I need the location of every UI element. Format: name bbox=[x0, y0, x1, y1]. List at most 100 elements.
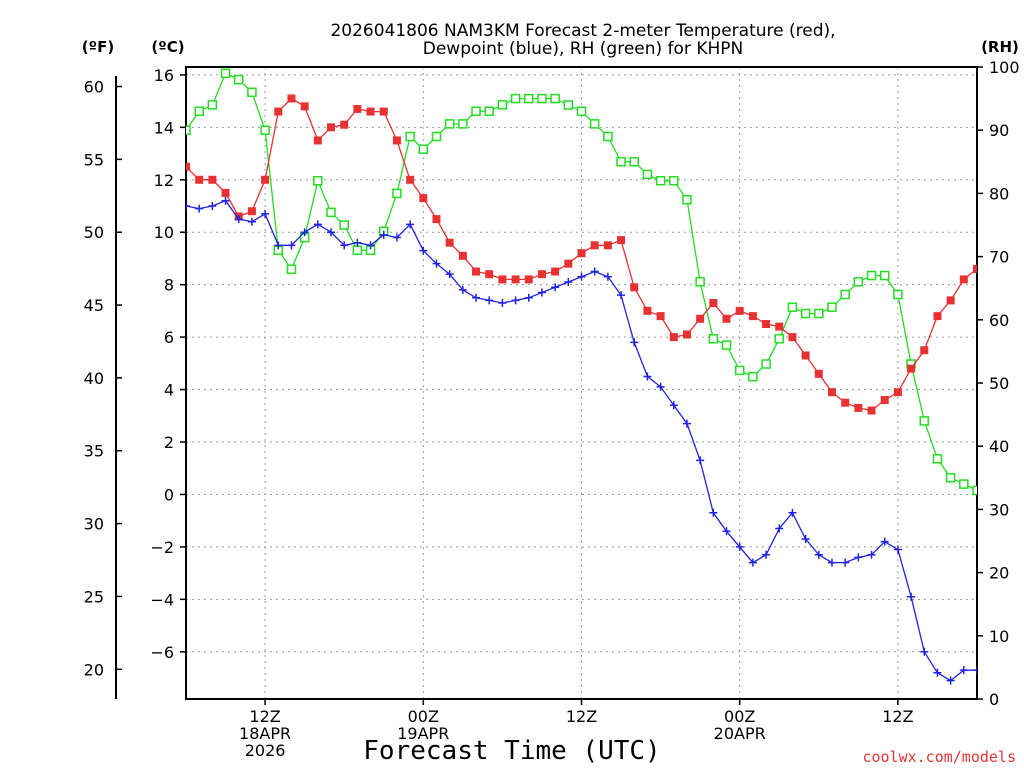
data-point bbox=[339, 220, 349, 230]
data-point bbox=[682, 330, 691, 339]
data-point bbox=[879, 270, 890, 281]
data-point bbox=[708, 334, 719, 344]
data-point bbox=[590, 241, 599, 250]
credit-label: coolwx.com/models bbox=[862, 748, 1016, 766]
data-point bbox=[643, 306, 652, 315]
data-point bbox=[392, 136, 401, 145]
fahrenheit-axis: 20 25 30 35 40 45 50 55 60 bbox=[84, 76, 122, 699]
data-point bbox=[722, 527, 731, 536]
data-point bbox=[775, 524, 784, 533]
data-point bbox=[511, 275, 520, 284]
data-point bbox=[643, 372, 652, 381]
data-point bbox=[880, 537, 889, 546]
time-tick-label: 18APR bbox=[239, 724, 291, 743]
rh-tick-label: 60 bbox=[989, 311, 1009, 330]
data-point bbox=[564, 259, 573, 268]
data-point bbox=[774, 334, 784, 344]
data-point bbox=[866, 270, 877, 281]
celsius-tick-label: 0 bbox=[164, 485, 174, 504]
series-rh bbox=[186, 68, 977, 496]
fahrenheit-tick-label: 55 bbox=[84, 150, 104, 169]
data-point bbox=[800, 308, 811, 319]
data-point bbox=[445, 270, 454, 279]
data-point bbox=[287, 94, 296, 103]
data-point bbox=[366, 107, 375, 116]
data-point bbox=[419, 194, 428, 203]
data-point bbox=[841, 398, 850, 407]
data-point bbox=[721, 340, 732, 350]
data-point bbox=[617, 291, 626, 300]
data-point bbox=[880, 396, 889, 405]
time-tick-label: 12Z bbox=[882, 707, 913, 726]
data-point bbox=[537, 93, 547, 104]
chart-title-line-2: Dewpoint (blue), RH (green) for KHPN bbox=[423, 39, 743, 59]
data-point bbox=[814, 308, 824, 319]
data-point bbox=[907, 364, 916, 373]
data-point bbox=[827, 558, 836, 567]
data-point bbox=[405, 131, 415, 142]
data-point bbox=[300, 102, 309, 111]
data-point bbox=[326, 207, 336, 218]
data-point bbox=[682, 419, 691, 428]
data-point bbox=[458, 119, 468, 129]
data-point bbox=[484, 106, 494, 116]
data-point bbox=[867, 550, 876, 559]
data-point bbox=[551, 267, 560, 276]
data-point bbox=[945, 473, 956, 483]
data-point bbox=[827, 388, 836, 397]
data-point bbox=[735, 542, 744, 551]
data-point bbox=[207, 100, 218, 110]
data-point bbox=[853, 277, 864, 287]
data-point bbox=[801, 351, 810, 360]
data-point bbox=[274, 107, 283, 116]
data-point bbox=[472, 293, 481, 302]
gridlines bbox=[186, 67, 977, 699]
data-point bbox=[577, 249, 586, 258]
data-point bbox=[313, 176, 323, 186]
data-point bbox=[973, 666, 977, 675]
data-point bbox=[734, 365, 745, 376]
data-point bbox=[814, 550, 823, 559]
data-point bbox=[629, 157, 639, 167]
rh-tick-label: 80 bbox=[989, 184, 1009, 203]
data-point bbox=[696, 456, 705, 465]
rh-tick-label: 50 bbox=[989, 374, 1009, 393]
data-point bbox=[186, 201, 190, 210]
fahrenheit-tick-label: 25 bbox=[84, 587, 104, 606]
fahrenheit-unit-label: (ºF) bbox=[82, 38, 114, 56]
data-point bbox=[669, 401, 678, 410]
data-point bbox=[524, 275, 533, 284]
data-point bbox=[972, 485, 977, 496]
data-point bbox=[366, 241, 375, 250]
data-point bbox=[946, 296, 955, 305]
data-point bbox=[432, 259, 441, 268]
data-point bbox=[510, 93, 521, 104]
data-point bbox=[603, 272, 612, 281]
data-point bbox=[194, 106, 204, 116]
data-point bbox=[603, 241, 612, 250]
time-tick-label: 19APR bbox=[397, 724, 449, 743]
time-tick-label: 12Z bbox=[249, 707, 280, 726]
data-point bbox=[458, 285, 467, 294]
data-point bbox=[735, 306, 744, 315]
data-point bbox=[186, 162, 190, 171]
rh-tick-label: 10 bbox=[989, 627, 1009, 646]
rh-unit-label: (RH) bbox=[981, 38, 1019, 56]
data-point bbox=[762, 319, 771, 328]
celsius-tick-label: 16 bbox=[154, 66, 174, 85]
data-point bbox=[709, 299, 718, 308]
data-point bbox=[498, 299, 507, 308]
data-point bbox=[840, 289, 850, 300]
data-point bbox=[274, 241, 283, 250]
data-point bbox=[827, 302, 837, 312]
fahrenheit-tick-label: 45 bbox=[84, 296, 104, 315]
data-point bbox=[920, 647, 929, 656]
data-point bbox=[616, 157, 626, 167]
data-point bbox=[630, 338, 639, 347]
data-point bbox=[260, 125, 270, 135]
fahrenheit-tick-label: 50 bbox=[84, 223, 104, 242]
rh-tick-label: 20 bbox=[989, 564, 1009, 583]
data-point bbox=[748, 371, 758, 382]
